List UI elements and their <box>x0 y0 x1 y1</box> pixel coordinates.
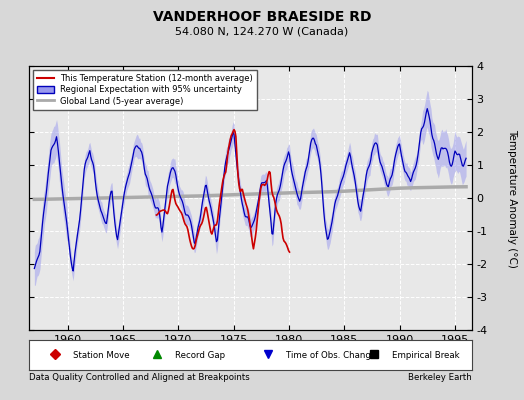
Y-axis label: Temperature Anomaly (°C): Temperature Anomaly (°C) <box>507 128 517 268</box>
Legend: This Temperature Station (12-month average), Regional Expectation with 95% uncer: This Temperature Station (12-month avera… <box>33 70 257 110</box>
Text: Berkeley Earth: Berkeley Earth <box>408 373 472 382</box>
Text: Empirical Break: Empirical Break <box>392 351 460 360</box>
Text: Data Quality Controlled and Aligned at Breakpoints: Data Quality Controlled and Aligned at B… <box>29 373 249 382</box>
Text: Record Gap: Record Gap <box>175 351 225 360</box>
Text: Time of Obs. Change: Time of Obs. Change <box>286 351 376 360</box>
Text: 54.080 N, 124.270 W (Canada): 54.080 N, 124.270 W (Canada) <box>176 26 348 36</box>
Text: Station Move: Station Move <box>73 351 130 360</box>
Text: VANDERHOOF BRAESIDE RD: VANDERHOOF BRAESIDE RD <box>153 10 371 24</box>
